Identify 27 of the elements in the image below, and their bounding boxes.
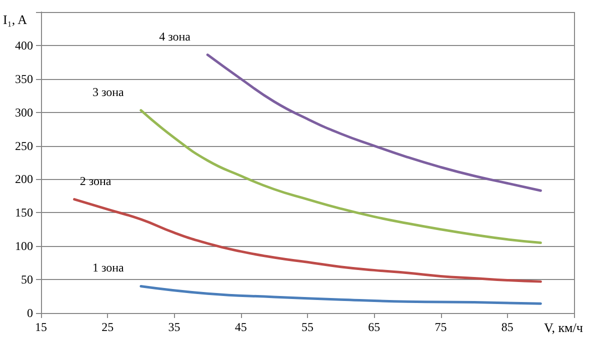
series-label: 3 зона	[92, 84, 125, 99]
x-tick-label: 15	[35, 320, 47, 334]
y-axis-title: I₁, A	[3, 12, 28, 27]
x-tick-label: 45	[234, 320, 247, 334]
y-tick-label: 300	[15, 105, 33, 120]
x-axis-title: V, км/ч	[544, 320, 584, 335]
x-tick-label: 75	[434, 320, 447, 334]
x-tick-label: 65	[368, 320, 380, 334]
y-tick-label: 100	[15, 239, 33, 254]
y-tick-label: 250	[15, 138, 33, 153]
y-tick-label: 0	[27, 306, 33, 320]
line-series	[73, 198, 542, 283]
x-tick-label: 85	[501, 320, 514, 334]
series-label: 4 зона	[159, 29, 192, 44]
series-label: 2 зона	[80, 174, 112, 188]
y-tick-label: 350	[15, 72, 33, 86]
x-tick-label: 35	[168, 320, 180, 334]
y-tick-label: 400	[15, 38, 33, 52]
line-series	[206, 54, 542, 192]
line-series	[140, 109, 542, 244]
y-tick-label: 50	[21, 272, 33, 287]
y-tick-label: 200	[15, 172, 33, 186]
y-tick-label: 150	[15, 206, 33, 220]
series-label: 1 зона	[92, 260, 125, 275]
x-tick-label: 55	[302, 320, 314, 334]
line-series	[140, 284, 542, 305]
x-tick-label: 25	[102, 320, 114, 334]
